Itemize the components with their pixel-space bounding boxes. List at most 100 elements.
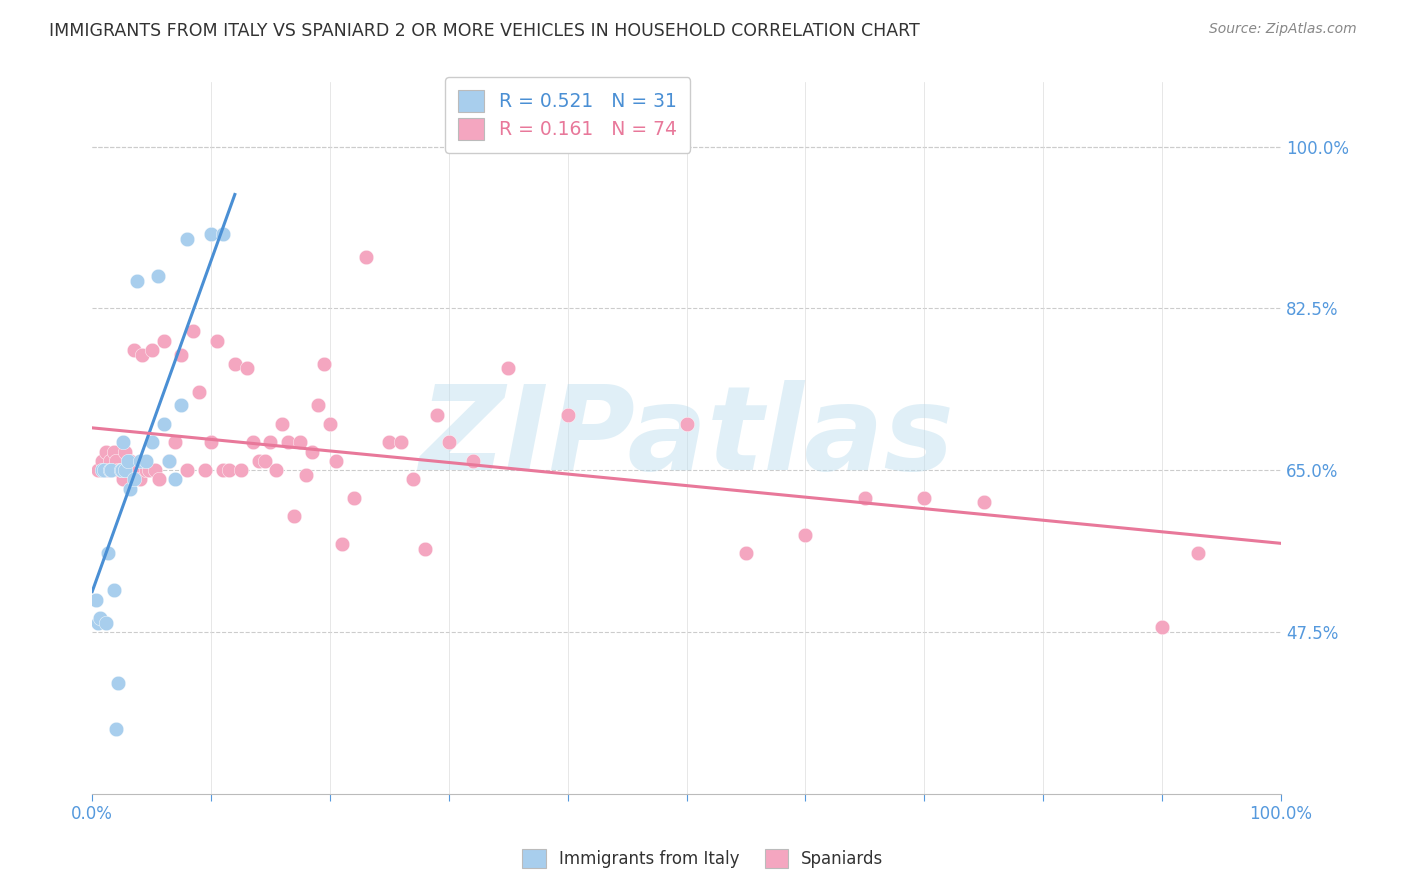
Point: [319, 417, 342, 431]
Point: [912, 491, 935, 505]
Point: [117, 463, 139, 477]
Point: [295, 467, 318, 482]
Point: [97, 546, 120, 560]
Point: [141, 343, 163, 357]
Point: [212, 227, 235, 242]
Point: [89, 611, 111, 625]
Point: [312, 357, 335, 371]
Point: [159, 454, 181, 468]
Point: [104, 454, 127, 468]
Point: [247, 454, 270, 468]
Point: [290, 435, 312, 450]
Point: [354, 251, 377, 265]
Point: [120, 482, 142, 496]
Point: [170, 398, 193, 412]
Point: [413, 541, 436, 556]
Point: [103, 444, 125, 458]
Point: [100, 463, 122, 477]
Point: [135, 454, 157, 468]
Point: [90, 454, 112, 468]
Point: [277, 435, 299, 450]
Point: [135, 463, 157, 477]
Point: [235, 361, 257, 376]
Point: [176, 463, 198, 477]
Point: [378, 435, 401, 450]
Point: [496, 361, 519, 376]
Point: [402, 472, 425, 486]
Point: [675, 417, 697, 431]
Point: [152, 417, 174, 431]
Point: [146, 268, 169, 283]
Point: [128, 454, 150, 468]
Point: [218, 463, 240, 477]
Point: [143, 463, 166, 477]
Point: [259, 435, 281, 450]
Point: [426, 408, 449, 422]
Point: [141, 435, 163, 450]
Point: [176, 232, 198, 246]
Point: [107, 675, 129, 690]
Point: [90, 463, 112, 477]
Point: [128, 472, 150, 486]
Text: IMMIGRANTS FROM ITALY VS SPANIARD 2 OR MORE VEHICLES IN HOUSEHOLD CORRELATION CH: IMMIGRANTS FROM ITALY VS SPANIARD 2 OR M…: [49, 22, 920, 40]
Point: [307, 398, 329, 412]
Point: [100, 463, 122, 477]
Point: [112, 472, 135, 486]
Point: [111, 463, 134, 477]
Text: Source: ZipAtlas.com: Source: ZipAtlas.com: [1209, 22, 1357, 37]
Point: [127, 463, 149, 477]
Point: [1152, 620, 1174, 634]
Point: [735, 546, 758, 560]
Point: [93, 463, 115, 477]
Point: [165, 435, 187, 450]
Point: [242, 435, 264, 450]
Point: [461, 454, 484, 468]
Point: [96, 444, 118, 458]
Point: [194, 463, 217, 477]
Point: [98, 463, 121, 477]
Point: [152, 334, 174, 348]
Point: [325, 454, 347, 468]
Point: [114, 444, 136, 458]
Point: [1187, 546, 1209, 560]
Point: [853, 491, 876, 505]
Point: [159, 454, 181, 468]
Point: [112, 435, 135, 450]
Point: [107, 463, 129, 477]
Point: [205, 334, 228, 348]
Point: [122, 343, 145, 357]
Point: [84, 592, 107, 607]
Point: [253, 454, 276, 468]
Point: [224, 357, 246, 371]
Point: [96, 615, 118, 630]
Point: [93, 463, 115, 477]
Point: [120, 454, 142, 468]
Point: [131, 347, 153, 361]
Point: [104, 722, 127, 736]
Point: [437, 435, 460, 450]
Point: [165, 472, 187, 486]
Point: [343, 491, 366, 505]
Point: [301, 444, 323, 458]
Point: [557, 408, 579, 422]
Point: [200, 227, 222, 242]
Point: [87, 615, 110, 630]
Point: [98, 454, 121, 468]
Point: [138, 463, 160, 477]
Point: [181, 325, 204, 339]
Point: [122, 472, 145, 486]
Point: [794, 528, 817, 542]
Point: [103, 583, 125, 598]
Point: [110, 463, 132, 477]
Point: [127, 274, 149, 288]
Point: [212, 463, 235, 477]
Point: [200, 435, 222, 450]
Point: [330, 537, 353, 551]
Point: [117, 454, 139, 468]
Point: [148, 472, 170, 486]
Point: [973, 495, 995, 509]
Legend: R = 0.521   N = 31, R = 0.161   N = 74: R = 0.521 N = 31, R = 0.161 N = 74: [444, 77, 690, 153]
Point: [229, 463, 252, 477]
Point: [170, 347, 193, 361]
Point: [266, 463, 288, 477]
